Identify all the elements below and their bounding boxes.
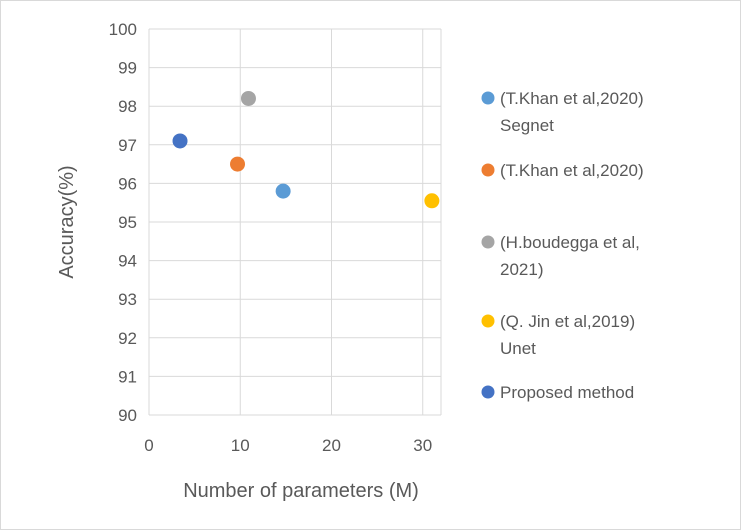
- legend-marker: [481, 385, 495, 399]
- legend-label: Segnet: [500, 116, 554, 135]
- gridlines: [148, 28, 442, 416]
- legend-label: Proposed method: [500, 383, 634, 402]
- data-point: [275, 183, 291, 199]
- legend-entry: (T.Khan et al,2020): [481, 161, 644, 180]
- y-tick-label: 100: [109, 20, 137, 39]
- y-tick-label: 90: [118, 406, 137, 425]
- y-tick-label: 97: [118, 136, 137, 155]
- legend-label: 2021): [500, 260, 543, 279]
- legend-label: (Q. Jin et al,2019): [500, 312, 635, 331]
- legend-label: (H.boudegga et al,: [500, 233, 640, 252]
- legend-entry: (T.Khan et al,2020) Segnet: [481, 89, 644, 135]
- axes: 90 91 92 93 94 95 96 97 98 99 100 0 10 20 30: [109, 20, 433, 455]
- legend-entry: (Q. Jin et al,2019) Unet: [481, 312, 635, 358]
- x-tick-label: 30: [413, 436, 432, 455]
- y-tick-label: 98: [118, 97, 137, 116]
- y-tick-label: 96: [118, 174, 137, 193]
- legend-label: Unet: [500, 339, 536, 358]
- legend-label: (T.Khan et al,2020): [500, 161, 644, 180]
- y-tick-label: 95: [118, 213, 137, 232]
- x-axis-title: Number of parameters (M): [183, 480, 419, 502]
- y-tick-label: 99: [118, 59, 137, 78]
- legend-marker: [481, 91, 495, 105]
- legend: (T.Khan et al,2020)Segnet(T.Khan et al,2…: [481, 89, 644, 402]
- data-point: [424, 193, 440, 209]
- legend-marker: [481, 235, 495, 249]
- y-tick-label: 91: [118, 367, 137, 386]
- legend-marker: [481, 314, 495, 328]
- data-points: [172, 90, 440, 209]
- y-tick-label: 93: [118, 290, 137, 309]
- data-point: [172, 133, 188, 149]
- legend-entry: Proposed method: [481, 383, 634, 402]
- x-tick-label: 0: [144, 436, 153, 455]
- data-point: [230, 156, 246, 172]
- data-point: [240, 90, 256, 106]
- y-tick-label: 94: [118, 252, 137, 271]
- y-axis-title: Accuracy(%): [56, 165, 78, 278]
- x-tick-label: 10: [231, 436, 250, 455]
- legend-marker: [481, 163, 495, 177]
- x-tick-label: 20: [322, 436, 341, 455]
- y-tick-label: 92: [118, 329, 137, 348]
- legend-entry: (H.boudegga et al, 2021): [481, 233, 640, 279]
- legend-label: (T.Khan et al,2020): [500, 89, 644, 108]
